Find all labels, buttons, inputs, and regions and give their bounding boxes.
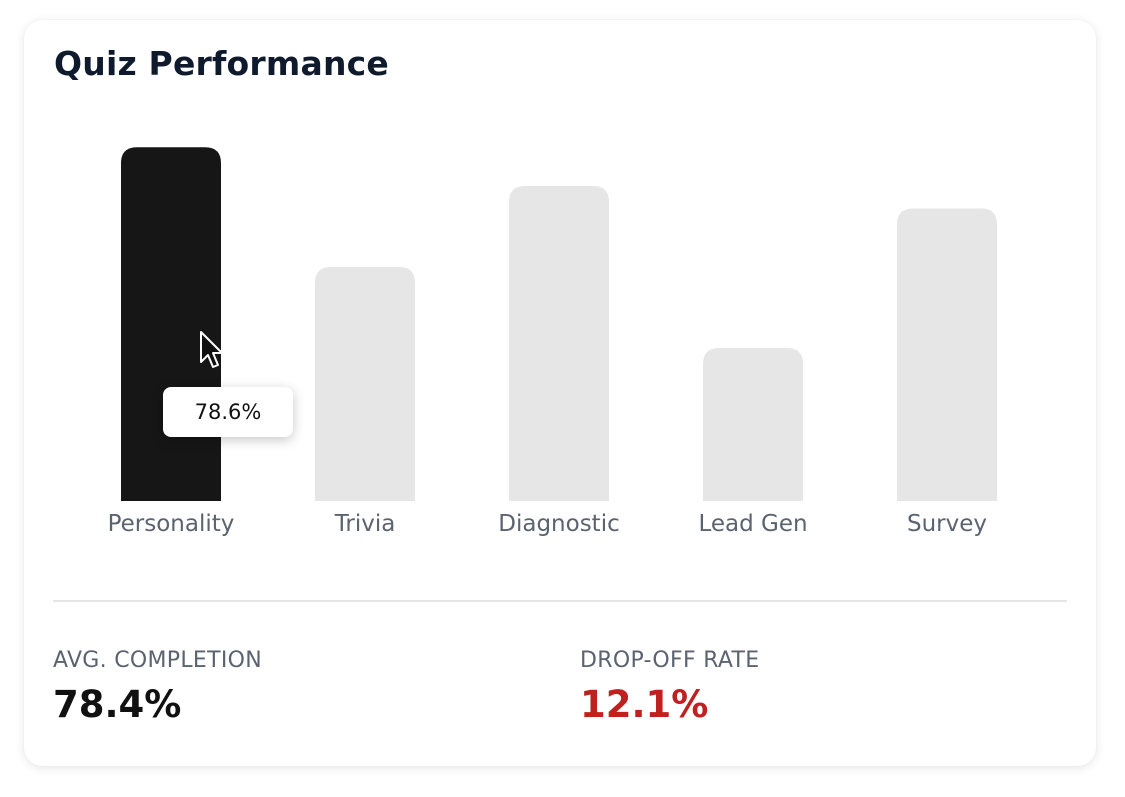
bar-trivia[interactable] (315, 267, 415, 501)
bar-diagnostic[interactable] (509, 186, 609, 501)
category-label-survey: Survey (907, 511, 987, 537)
category-label-personality: Personality (108, 511, 235, 537)
category-labels-group: Personality Trivia Diagnostic Lead Gen Surve… (108, 511, 987, 537)
bar-chart: Personality Trivia Diagnostic Lead Gen Surve… (108, 147, 997, 537)
bar-survey[interactable] (897, 208, 997, 502)
avg-completion-value: 78.4% (53, 683, 182, 726)
card-title: Quiz Performance (54, 44, 389, 83)
bar-lead-gen[interactable] (703, 348, 803, 501)
section-divider (53, 600, 1067, 602)
category-label-diagnostic: Diagnostic (498, 511, 619, 537)
category-label-lead-gen: Lead Gen (698, 511, 807, 537)
bars-group (121, 147, 997, 502)
avg-completion-label: AVG. COMPLETION (53, 648, 263, 673)
drop-off-rate-label: DROP-OFF RATE (580, 648, 760, 673)
bar-value-tooltip: 78.6% (163, 387, 293, 437)
avg-completion-stat: AVG. COMPLETION 78.4% (53, 648, 262, 726)
drop-off-rate-value: 12.1% (580, 683, 709, 726)
bar-personality[interactable] (121, 147, 221, 502)
mouse-pointer-icon (200, 331, 223, 368)
quiz-performance-card: Quiz Performance Personality Trivia Diagno… (24, 20, 1096, 766)
drop-off-rate-stat: DROP-OFF RATE 12.1% (580, 648, 759, 726)
category-label-trivia: Trivia (334, 511, 396, 537)
